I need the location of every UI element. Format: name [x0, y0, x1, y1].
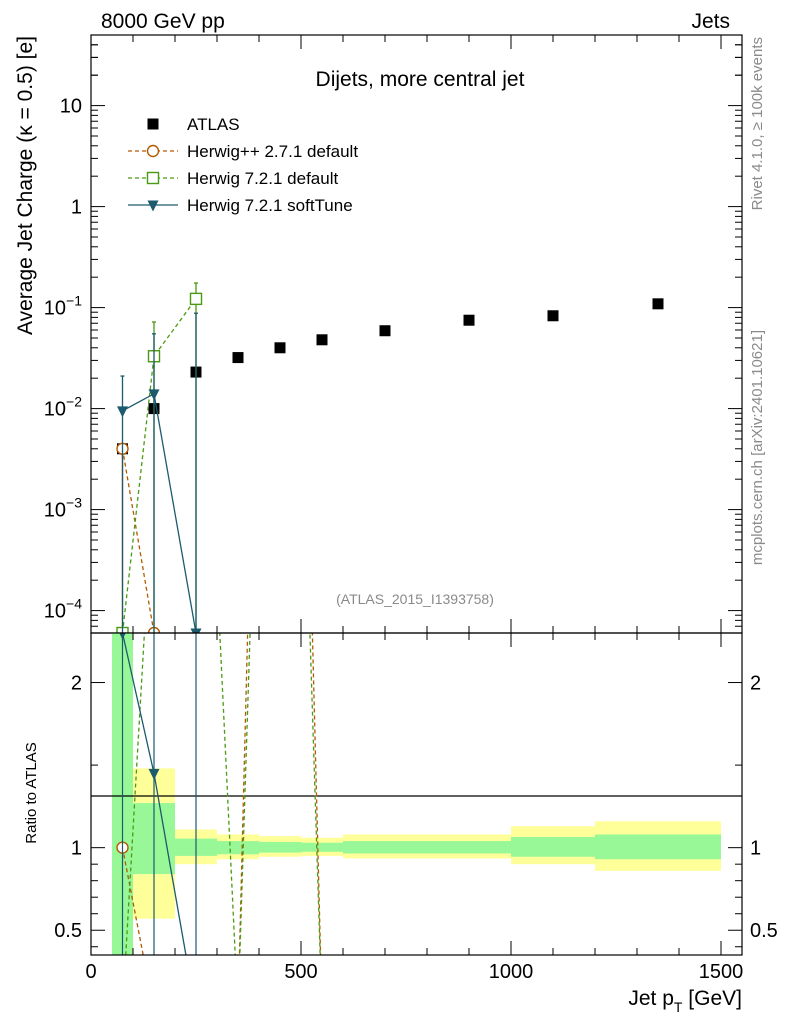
y-tick-label: 10 [60, 96, 82, 118]
ratio-band-inner [511, 836, 595, 857]
legend-entry: ATLAS [147, 115, 240, 134]
y-tick-label-exponent: −2 [66, 394, 82, 410]
y-tick-label: 10−1 [44, 293, 82, 320]
ratio-y-tick-label-right: 0.5 [750, 920, 778, 942]
ratio-y-axis-label: Ratio to ATLAS [23, 742, 40, 843]
legend-label: Herwig 7.2.1 default [187, 169, 338, 188]
x-tick-label: 500 [284, 961, 317, 983]
analysis-watermark: (ATLAS_2015_I1393758) [336, 591, 494, 607]
legend-entry: Herwig 7.2.1 default [128, 169, 338, 188]
legend-marker [147, 200, 159, 212]
data-point [190, 628, 202, 633]
data-point [379, 325, 391, 337]
ratio-y-tick-label: 2 [71, 673, 82, 695]
y-tick-label: 10−4 [44, 596, 82, 623]
legend-marker [146, 144, 160, 158]
ratio-y-tick-label: 1 [71, 838, 82, 860]
legend: ATLAS Herwig++ 2.7.1 default Herwig 7.2.1 … [128, 115, 358, 215]
legend-label: ATLAS [187, 115, 240, 134]
x-axis-label-main: Jet p [628, 987, 674, 1010]
rivet-version-label: Rivet 4.1.0, ≥ 100k events [749, 37, 766, 210]
x-axis-label-unit: [GeV] [682, 987, 742, 1010]
x-axis-label: Jet pT [GeV] [628, 987, 742, 1015]
data-point [117, 406, 128, 418]
series-line [121, 448, 155, 633]
data-point [232, 352, 244, 364]
y-tick-label-base: 10 [44, 500, 66, 522]
legend-marker [147, 118, 159, 130]
y-tick-label: 10−2 [44, 394, 82, 421]
main-y-axis-label: Average Jet Charge (κ = 0.5) [e] [14, 36, 37, 335]
data-point [652, 298, 664, 310]
ratio-band-inner [595, 834, 721, 860]
ratio-y-tick-label-right: 1 [750, 838, 761, 860]
ratio-y-tick-label: 0.5 [54, 920, 82, 942]
ratio-band-inner [259, 841, 301, 853]
legend-entry: Herwig 7.2.1 softTune [128, 196, 353, 215]
y-tick-label-base: 10 [44, 601, 66, 623]
chart-title: Dijets, more central jet [316, 68, 525, 91]
ratio-panel: 0 500 1000 1500 0.5 0.5 1 1 2 2 Ratio to ATLAS [23, 632, 778, 983]
data-point [463, 314, 475, 326]
legend-label: Herwig++ 2.7.1 default [187, 142, 358, 161]
y-tick-label-base: 10 [44, 298, 66, 320]
legend-label: Herwig 7.2.1 softTune [187, 196, 353, 215]
series-atlas [117, 298, 664, 455]
header-category-label: Jets [691, 10, 730, 33]
header-energy-label: 8000 GeV pp [101, 10, 225, 33]
series-herwig-7-2-1-softtune [117, 312, 202, 633]
y-tick-label: 10−3 [44, 495, 82, 522]
ratio-band-inner [301, 842, 343, 852]
data-point [189, 292, 203, 306]
legend-marker [146, 171, 160, 185]
ratio-y-tick-label-right: 2 [750, 673, 761, 695]
x-axis-label-sub: T [674, 999, 683, 1015]
ratio-band-inner [343, 841, 427, 854]
data-point [316, 334, 328, 346]
data-point [148, 389, 160, 401]
data-point [274, 342, 286, 354]
legend-entry: Herwig++ 2.7.1 default [128, 142, 358, 161]
y-tick-label: 1 [71, 197, 82, 219]
y-tick-label-base: 10 [44, 399, 66, 421]
y-tick-label-exponent: −1 [66, 293, 82, 309]
y-tick-label-exponent: −3 [66, 495, 82, 511]
series-line [121, 298, 197, 633]
data-point [547, 310, 559, 322]
x-tick-label: 1000 [489, 961, 534, 983]
y-tick-label-exponent: −4 [66, 596, 82, 612]
mcplots-reference-label: mcplots.cern.ch [arXiv:2401.10621] [749, 330, 766, 565]
ratio-panel-frame [90, 632, 743, 956]
ratio-band-inner [217, 841, 259, 855]
x-tick-label: 1500 [699, 961, 744, 983]
ratio-band-inner [427, 841, 511, 854]
x-tick-label: 0 [85, 961, 96, 983]
